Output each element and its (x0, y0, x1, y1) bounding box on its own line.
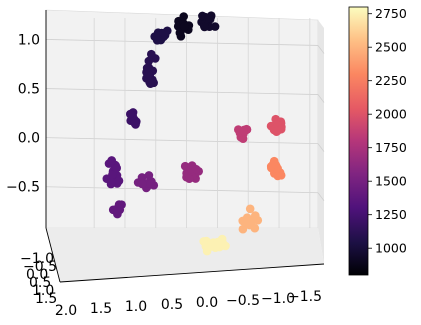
data-point (273, 126, 282, 136)
y-tick-label: 1.0 (32, 283, 54, 299)
colorbar-tick-label: 1500 (375, 174, 407, 189)
colorbar: 1000 1250 1500 1750 2000 2250 2500 2750 (348, 6, 407, 276)
data-point (147, 49, 156, 59)
data-point (112, 163, 121, 173)
grid-line (45, 137, 319, 145)
colorbar-tick-label: 1750 (375, 140, 407, 155)
grid-line (317, 192, 325, 201)
colorbar-gradient (348, 6, 369, 276)
data-point (238, 224, 248, 234)
side-pane (318, 20, 324, 264)
x-axis-line (59, 263, 325, 283)
z-tick-label: 1.0 (18, 32, 40, 48)
colorbar-ticks: 1000 1250 1500 1750 2000 2250 2500 2750 (368, 6, 407, 256)
data-point (239, 126, 248, 136)
colorbar-tick-label: 2000 (375, 107, 407, 122)
data-point (108, 205, 118, 215)
grid-line (45, 88, 319, 95)
y-axis-line (45, 227, 61, 283)
y-tick-label: −1.0 (20, 251, 54, 267)
x-tick-label: −1.0 (261, 291, 295, 307)
z-tick-label: 0.0 (18, 131, 40, 147)
data-point (159, 28, 169, 38)
colorbar-tick-label: 2750 (375, 6, 407, 21)
data-point (191, 164, 201, 174)
data-point (245, 204, 255, 214)
data-point (126, 109, 135, 119)
data-point (137, 179, 147, 189)
grid-line (317, 94, 325, 103)
grid-line (317, 143, 325, 152)
colorbar-tick-label: 2500 (375, 40, 407, 55)
data-point (114, 176, 124, 186)
data-point (210, 22, 220, 31)
x-tick-label: 1.0 (125, 299, 147, 315)
data-point (144, 56, 154, 66)
z-axis-ticks: −0.5 0.0 0.5 1.0 (6, 32, 40, 195)
grid-line (45, 39, 319, 46)
y-tick-label: −0.5 (23, 259, 57, 275)
axis-lines (45, 10, 325, 283)
grid-lines (45, 18, 325, 228)
data-point (185, 174, 194, 183)
y-tick-label: 0.5 (29, 275, 51, 291)
data-point (144, 70, 154, 79)
x-tick-label: −1.5 (288, 289, 322, 305)
z-tick-label: 0.5 (18, 82, 40, 98)
data-point (180, 22, 189, 31)
y-axis-ticks: −1.0−0.50.00.51.01.5 (20, 251, 57, 307)
grid-line (45, 186, 319, 194)
data-point (221, 241, 230, 251)
data-point (204, 13, 214, 23)
data-point (179, 12, 188, 21)
x-tick-label: 1.5 (90, 301, 112, 317)
data-point (146, 79, 155, 88)
x-axis-ticks: 2.0 1.5 1.0 0.5 0.0 −0.5 −1.0−1.5 (55, 289, 322, 319)
grid-line (317, 45, 325, 54)
data-point (142, 63, 152, 73)
axes-panes (45, 9, 324, 282)
x-tick-label: 0.5 (161, 297, 183, 313)
z-tick-label: −0.5 (6, 180, 40, 196)
data-point (108, 170, 117, 179)
data-point (137, 173, 147, 182)
x-tick-label: 0.0 (196, 295, 218, 311)
data-point (242, 213, 252, 222)
data-point (266, 162, 276, 171)
data-point (152, 36, 162, 45)
data-point (200, 22, 209, 32)
x-tick-label: 2.0 (55, 303, 77, 319)
data-point (213, 237, 223, 247)
x-tick-label: −0.5 (226, 293, 260, 309)
data-point (107, 156, 116, 165)
colorbar-tick-label: 1250 (375, 207, 407, 222)
y-tick-label: 0.0 (26, 267, 48, 283)
colorbar-tick-label: 1000 (375, 241, 407, 256)
data-point (146, 179, 156, 188)
y-tick-label: 1.5 (35, 291, 57, 307)
colorbar-tick-label: 2250 (375, 73, 407, 88)
data-point (250, 223, 260, 233)
data-points (102, 11, 286, 256)
data-point (107, 177, 116, 187)
data-point (130, 118, 140, 128)
